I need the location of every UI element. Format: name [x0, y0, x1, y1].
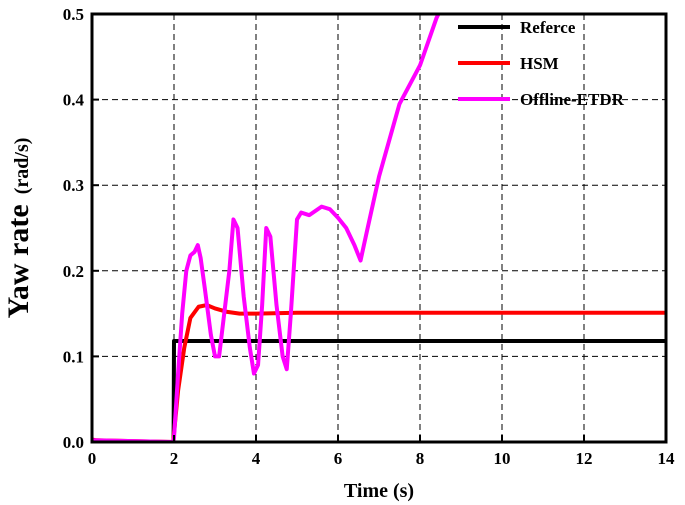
- y-tick-label: 0.4: [63, 91, 85, 110]
- plot-frame: [90, 12, 668, 444]
- x-tick-label: 4: [252, 449, 261, 468]
- y-axis-title-main: Yaw rate: [2, 204, 35, 318]
- legend: Referce HSM Offline-ETDR: [458, 18, 625, 109]
- x-tick-label: 6: [334, 449, 343, 468]
- x-tick-label: 12: [576, 449, 593, 468]
- x-axis-title: Time (s): [344, 480, 414, 502]
- series-layer: [92, 14, 666, 442]
- x-tick-label: 0: [88, 449, 97, 468]
- x-tick-label: 8: [416, 449, 425, 468]
- legend-label: Referce: [520, 18, 576, 37]
- x-tick-label: 10: [494, 449, 511, 468]
- x-tick-label: 14: [658, 449, 676, 468]
- x-tick-label: 2: [170, 449, 179, 468]
- y-tick-label: 0.2: [63, 262, 84, 281]
- series-line-referce: [92, 338, 666, 442]
- legend-label: Offline-ETDR: [520, 90, 625, 109]
- y-axis-title-unit: (rad/s): [11, 138, 33, 195]
- y-tick-label: 0.1: [63, 347, 84, 366]
- series-line-offline-etdr: [92, 14, 441, 442]
- y-tick-label: 0.3: [63, 176, 84, 195]
- y-tick-label: 0.5: [63, 5, 84, 24]
- legend-label: HSM: [520, 54, 559, 73]
- y-tick-label: 0.0: [63, 433, 84, 452]
- axis-tick-labels: 0 2 4 6 8 10 12 14 0.0 0.1 0.2 0.3 0.4 0.5: [63, 5, 675, 468]
- y-axis-title: Yaw rate (rad/s): [2, 138, 35, 319]
- axis-ticks: [91, 13, 667, 443]
